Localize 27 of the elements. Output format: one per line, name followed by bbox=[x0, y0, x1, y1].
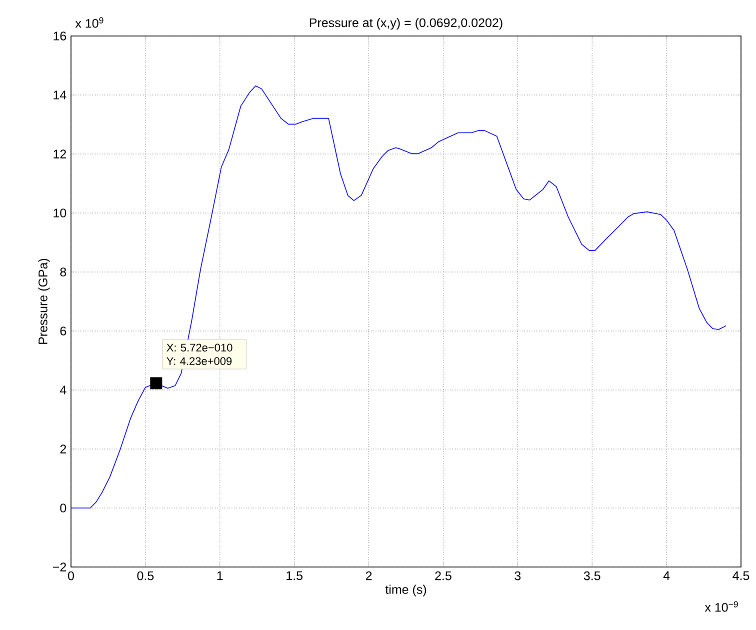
x-tick-label: 2.5 bbox=[435, 571, 452, 580]
text: x 10$^{9}$ bbox=[75, 17, 104, 28]
text: x 10$^{−9}$ bbox=[704, 601, 738, 612]
x-tick-label: 2 bbox=[366, 571, 372, 580]
x-tick-label: 0.5 bbox=[137, 571, 154, 580]
y-tick-label: 2 bbox=[60, 444, 66, 454]
x-axis-title: time (s) bbox=[385, 584, 426, 596]
y-tick-label: 0 bbox=[60, 504, 66, 512]
y-tick-label: 4 bbox=[60, 386, 66, 394]
chart-title: Pressure at (x,y) = (0.0692,0.0202) bbox=[310, 18, 502, 30]
x-tick-label: 4.5 bbox=[732, 571, 750, 580]
x-tick-label: 1 bbox=[217, 571, 223, 580]
y-tick-label: 8 bbox=[60, 268, 66, 276]
y-tick-label: 12 bbox=[54, 150, 66, 158]
line-series bbox=[70, 85, 727, 508]
y-tick-label: 16 bbox=[54, 32, 66, 40]
y-tick-label: 14 bbox=[54, 90, 66, 100]
y-tick-label: −2 bbox=[52, 562, 66, 572]
x-tick-label: 3 bbox=[514, 571, 521, 580]
annotation: X: 5.72e−010 Y: 4.23e+009 bbox=[166, 344, 232, 366]
x-tick-label: 4 bbox=[663, 571, 670, 580]
y-tick-label: 10 bbox=[54, 208, 66, 218]
y-axis-title: Pressure (GPa) bbox=[38, 258, 50, 344]
y-tick-label: 6 bbox=[60, 326, 66, 336]
x-tick-label: 3.5 bbox=[584, 571, 600, 580]
x-tick-label: 0 bbox=[68, 571, 74, 580]
x-tick-label: 1.5 bbox=[286, 571, 302, 580]
